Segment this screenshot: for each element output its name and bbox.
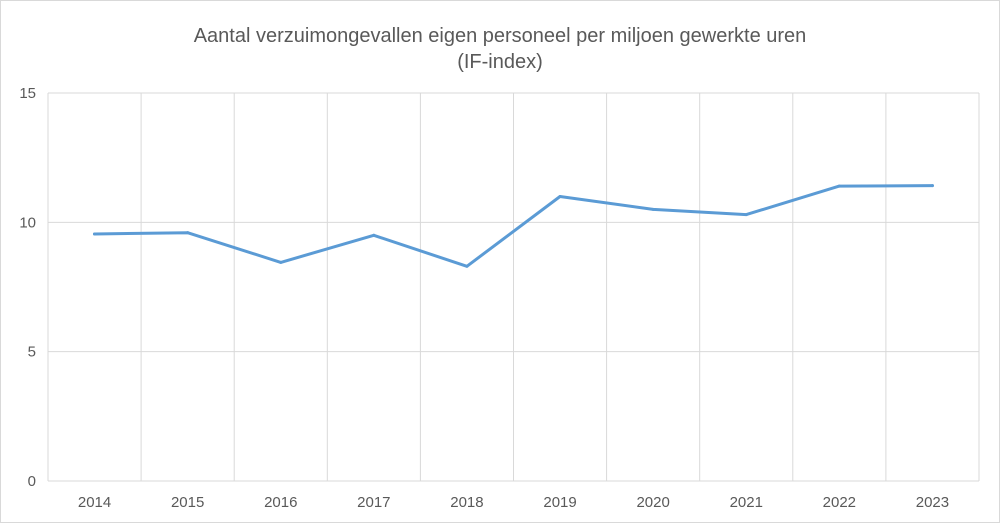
data-point xyxy=(558,194,562,198)
x-tick-label: 2016 xyxy=(264,494,297,511)
data-point xyxy=(93,232,97,236)
data-point xyxy=(930,184,934,188)
x-tick-label: 2015 xyxy=(171,494,204,511)
chart-title-line: Aantal verzuimongevallen eigen personeel… xyxy=(193,25,807,47)
y-tick-label: 15 xyxy=(19,85,36,102)
data-point xyxy=(465,264,469,268)
chart-title: Aantal verzuimongevallen eigen personeel… xyxy=(1,23,999,75)
x-tick-label: 2017 xyxy=(357,494,390,511)
series-line-0 xyxy=(93,184,934,268)
data-point xyxy=(651,207,655,211)
y-tick-label: 0 xyxy=(28,473,36,490)
y-axis-ticks: 0 5 10 15 xyxy=(19,85,36,490)
data-point xyxy=(186,231,190,235)
y-tick-label: 10 xyxy=(19,214,36,231)
data-point xyxy=(279,260,283,264)
x-tick-label: 2023 xyxy=(916,494,949,511)
x-axis-ticks: 2014 2015 2016 2017 2018 2019 2020 2021 2022 2023 xyxy=(78,494,949,511)
x-tick-label: 2022 xyxy=(823,494,856,511)
gridlines xyxy=(47,92,980,482)
y-tick-label: 5 xyxy=(28,344,36,361)
x-tick-label: 2014 xyxy=(78,494,111,511)
chart-subtitle-line: (IF-index) xyxy=(457,51,543,73)
x-tick-label: 2020 xyxy=(636,494,669,511)
data-point xyxy=(744,213,748,217)
x-tick-label: 2018 xyxy=(450,494,483,511)
data-point xyxy=(837,184,841,188)
data-point xyxy=(372,233,376,237)
x-tick-label: 2019 xyxy=(543,494,576,511)
x-tick-label: 2021 xyxy=(730,494,763,511)
series-lines xyxy=(93,184,934,268)
